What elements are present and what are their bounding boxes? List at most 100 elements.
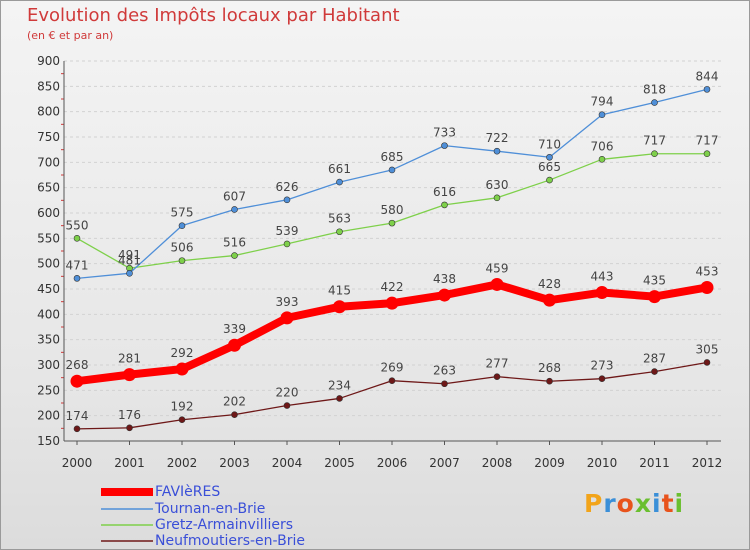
legend-item-gretz: Gretz-Armainvilliers	[101, 517, 293, 533]
point-favieres-2007	[438, 288, 451, 302]
point-neufmoutiers-2008	[493, 373, 501, 380]
data-label-tournan-2010: 794	[591, 95, 614, 109]
legend-item-tournan: Tournan-en-Brie	[101, 501, 265, 517]
y-tick-label-850: 850	[37, 79, 60, 93]
x-tick-label-2009: 2009	[534, 456, 565, 470]
y-tick-label-300: 300	[37, 358, 60, 372]
x-tick-label-2010: 2010	[587, 456, 618, 470]
x-tick-label-2008: 2008	[482, 456, 513, 470]
y-tick-label-550: 550	[37, 231, 60, 245]
data-label-neufmoutiers-2011: 287	[643, 352, 666, 366]
data-label-gretz-2001: 491	[118, 248, 141, 262]
data-label-favieres-2000: 268	[66, 358, 89, 372]
data-label-tournan-2004: 626	[276, 180, 299, 194]
legend-label-gretz: Gretz-Armainvilliers	[155, 517, 294, 533]
point-tournan-2007	[441, 142, 448, 149]
point-neufmoutiers-2003	[231, 411, 238, 418]
point-tournan-2006	[388, 166, 396, 174]
point-favieres-2003	[228, 338, 241, 352]
y-tick-label-650: 650	[37, 181, 60, 195]
data-label-tournan-2001: 481	[118, 253, 141, 267]
data-label-gretz-2009: 665	[538, 160, 561, 174]
data-label-neufmoutiers-2008: 277	[486, 357, 509, 371]
data-label-favieres-2002: 292	[171, 346, 194, 360]
x-tick-label-2007: 2007	[429, 456, 460, 470]
data-label-gretz-2002: 506	[171, 241, 194, 255]
data-label-neufmoutiers-2012: 305	[696, 342, 719, 356]
y-tick-label-900: 900	[37, 54, 60, 68]
data-label-gretz-2012: 717	[696, 134, 719, 148]
legend-item-neufmoutiers: Neufmoutiers-en-Brie	[101, 533, 305, 549]
point-favieres-2010	[595, 286, 609, 300]
point-gretz-2007	[441, 201, 448, 209]
y-tick-label-600: 600	[37, 206, 60, 220]
data-label-neufmoutiers-2002: 192	[171, 400, 194, 414]
point-gretz-2005	[336, 228, 343, 236]
point-tournan-2000	[73, 275, 81, 282]
point-neufmoutiers-2012	[703, 359, 711, 366]
point-gretz-2006	[388, 219, 396, 227]
data-label-favieres-2007: 438	[433, 272, 456, 286]
point-tournan-2008	[493, 147, 501, 155]
point-neufmoutiers-2005	[336, 395, 343, 402]
point-neufmoutiers-2001	[126, 424, 133, 432]
legend-swatch-tournan	[101, 508, 153, 510]
data-label-favieres-2003: 339	[223, 322, 246, 336]
point-gretz-2009	[546, 176, 553, 184]
logo-letter: i	[652, 489, 662, 518]
proxiti-logo: Proxiti	[584, 489, 684, 518]
legend-label-favieres: FAVIèRES	[155, 484, 221, 500]
point-favieres-2004	[280, 311, 294, 325]
y-tick-label-750: 750	[37, 130, 60, 144]
data-label-neufmoutiers-2010: 273	[591, 359, 614, 373]
point-tournan-2001	[126, 269, 133, 277]
point-gretz-2004	[283, 240, 291, 248]
point-gretz-2000	[73, 235, 81, 242]
point-favieres-2001	[123, 368, 136, 382]
y-tick-label-200: 200	[37, 409, 60, 423]
point-tournan-2011	[651, 99, 658, 106]
y-tick-label-150: 150	[37, 434, 60, 448]
point-neufmoutiers-2002	[178, 416, 186, 424]
point-gretz-2002	[178, 257, 186, 264]
data-label-favieres-2005: 415	[328, 284, 351, 298]
data-label-gretz-2004: 539	[276, 224, 299, 238]
data-label-neufmoutiers-2000: 174	[66, 409, 89, 423]
data-label-neufmoutiers-2003: 202	[223, 395, 246, 409]
point-neufmoutiers-2011	[651, 368, 658, 375]
logo-letter: x	[634, 489, 652, 518]
data-label-tournan-2002: 575	[171, 206, 194, 220]
y-tick-label-450: 450	[37, 282, 60, 296]
x-tick-label-2002: 2002	[167, 456, 198, 470]
data-label-tournan-2009: 710	[538, 137, 561, 151]
point-favieres-2012	[700, 280, 714, 294]
logo-letter: i	[674, 489, 685, 518]
point-favieres-2005	[333, 300, 346, 314]
y-tick-label-500: 500	[37, 257, 60, 271]
data-label-favieres-2006: 422	[381, 280, 404, 294]
point-tournan-2009	[546, 153, 553, 161]
data-label-favieres-2010: 443	[591, 270, 614, 284]
data-label-favieres-2004: 393	[276, 295, 299, 309]
legend-swatch-gretz	[101, 524, 153, 526]
point-neufmoutiers-2007	[441, 380, 448, 388]
x-tick-label-2006: 2006	[377, 456, 408, 470]
data-label-neufmoutiers-2001: 176	[118, 408, 141, 422]
data-label-tournan-2008: 722	[486, 131, 509, 145]
x-tick-label-2004: 2004	[272, 456, 303, 470]
point-gretz-2008	[493, 194, 501, 202]
x-tick-label-2000: 2000	[62, 456, 93, 470]
point-tournan-2002	[178, 222, 186, 229]
y-tick-label-800: 800	[37, 105, 60, 119]
data-label-tournan-2012: 844	[696, 69, 719, 83]
x-tick-label-2005: 2005	[324, 456, 355, 470]
x-tick-label-2012: 2012	[692, 456, 723, 470]
point-neufmoutiers-2010	[598, 375, 606, 382]
legend-swatch-favieres	[101, 488, 153, 496]
data-label-gretz-2000: 550	[66, 218, 89, 232]
y-tick-label-350: 350	[37, 333, 60, 347]
data-label-tournan-2011: 818	[643, 83, 666, 97]
data-label-neufmoutiers-2005: 234	[328, 378, 351, 392]
point-favieres-2006	[385, 296, 399, 310]
data-label-gretz-2005: 563	[328, 212, 351, 226]
